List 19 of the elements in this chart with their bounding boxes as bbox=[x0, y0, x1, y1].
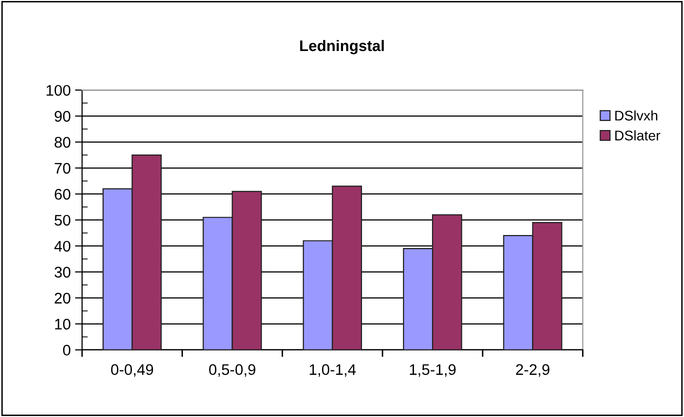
x-tick-label: 1,5-1,9 bbox=[410, 364, 456, 377]
legend-label: DSlvxh bbox=[615, 110, 658, 121]
y-tick-label: 100 bbox=[46, 84, 70, 96]
x-tick-label: 1,0-1,4 bbox=[310, 364, 356, 377]
chart-title: Ledningstal bbox=[300, 40, 384, 54]
y-tick-label: 10 bbox=[55, 318, 70, 330]
y-tick-label: 0 bbox=[63, 344, 70, 356]
y-tick-label: 90 bbox=[54, 110, 70, 122]
y-tick-label: 40 bbox=[54, 240, 70, 252]
y-tick-label: 70 bbox=[54, 162, 70, 174]
y-tick-label: 60 bbox=[54, 188, 70, 200]
y-tick-label: 50 bbox=[54, 214, 70, 226]
y-tick-label: 20 bbox=[54, 292, 70, 304]
y-tick-label: 80 bbox=[54, 136, 70, 148]
legend-label: DSlater bbox=[615, 130, 660, 140]
x-tick-label: 0,5-0,9 bbox=[209, 364, 256, 377]
x-tick-label: 0-0,49 bbox=[111, 364, 154, 377]
x-tick-label: 2-2,9 bbox=[516, 364, 550, 377]
y-tick-label: 30 bbox=[54, 266, 70, 278]
